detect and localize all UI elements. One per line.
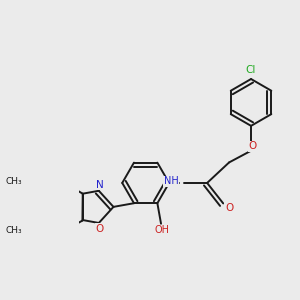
Text: N: N [96, 180, 104, 190]
Text: CH₃: CH₃ [5, 226, 22, 235]
Text: O: O [248, 141, 256, 151]
Text: OH: OH [154, 225, 169, 235]
Text: O: O [225, 203, 233, 213]
Text: NH: NH [164, 176, 178, 187]
Text: O: O [95, 224, 104, 234]
Text: Cl: Cl [246, 64, 256, 74]
Text: CH₃: CH₃ [6, 178, 22, 187]
